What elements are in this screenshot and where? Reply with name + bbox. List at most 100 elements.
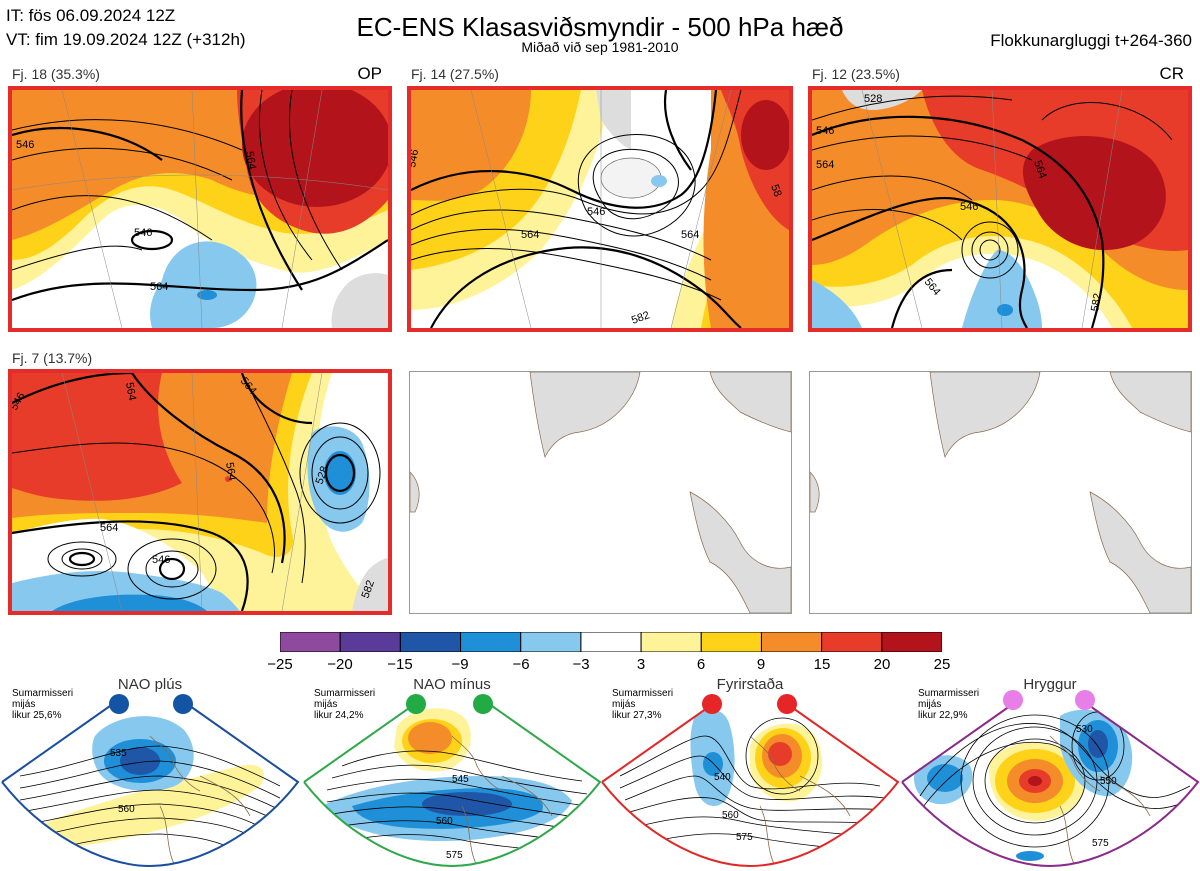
regime-probability: likur 22,9% <box>918 710 968 721</box>
cluster-map-panel[interactable]: 528 546 546 564 564 564 582 <box>808 86 1192 332</box>
panel-label: Fj. 18 (35.3%) <box>12 66 100 82</box>
regime-panel-nao-minus: 545 560 575 NAO mínus Sumarmisseri mijás… <box>302 676 602 871</box>
cluster-map: 546 546 564 564 58 582 <box>411 90 789 328</box>
regime-info: Sumarmisseri mijás likur 27,3% <box>612 688 673 721</box>
colorbar-swatch <box>339 631 401 653</box>
colorbar-tick-label: 20 <box>873 656 891 673</box>
regime-panel-nao-plus: 535 560 NAO plús Sumarmisseri mijás liku… <box>0 676 300 871</box>
contour-label: 582 <box>630 309 651 327</box>
contour-label: 564 <box>100 522 118 534</box>
colorbar-swatch <box>760 631 823 653</box>
regime-contour-label: 530 <box>1076 724 1093 735</box>
regime-season: Sumarmisseri <box>314 688 376 699</box>
colorbar-tick-label: 3 <box>636 656 646 673</box>
cluster-map: 546 546 564 564 <box>12 90 388 328</box>
cluster-map-panel[interactable]: 546 546 564 564 58 582 <box>407 86 793 332</box>
regime-map: 535 560 <box>1 705 300 868</box>
contour-label: 564 <box>243 150 258 170</box>
colorbar-swatch <box>520 631 582 653</box>
issue-time: IT: fös 06.09.2024 12Z <box>6 6 176 25</box>
colorbar-tick-label: 6 <box>696 656 706 673</box>
colorbar <box>279 631 943 653</box>
contour-label: 564 <box>223 461 238 481</box>
colorbar-tick-label: −15 <box>387 656 413 673</box>
colorbar-swatch <box>881 631 943 653</box>
regime-name: NAO plús <box>117 676 183 693</box>
panel-label: Fj. 7 (13.7%) <box>12 350 93 366</box>
page-title: EC-ENS Klasasviðsmyndir - 500 hPa hæð <box>356 12 844 42</box>
colorbar-swatch <box>460 631 522 653</box>
colorbar-tick-label: 25 <box>933 656 951 673</box>
contour-label: 546 <box>960 201 978 213</box>
colorbar-swatch <box>279 631 341 653</box>
contour-label: 564 <box>816 159 834 171</box>
regime-name: Fyrirstaða <box>716 676 784 693</box>
empty-map-panel <box>809 371 1192 614</box>
regime-contour-label: 550 <box>1100 776 1117 787</box>
regime-month: mijás <box>612 699 636 710</box>
contour-label: 528 <box>314 465 332 486</box>
colorbar-swatches <box>279 631 943 653</box>
contour-label: 564 <box>1031 159 1049 180</box>
regime-contour-label: 540 <box>714 772 731 783</box>
regime-probability: likur 24,2% <box>314 710 364 721</box>
regime-map: 530 550 575 <box>901 705 1200 868</box>
regime-border <box>1 705 300 868</box>
regime-dot <box>777 694 797 714</box>
colorbar-tick-label: 15 <box>813 656 831 673</box>
regime-info: Sumarmisseri mijás likur 24,2% <box>314 688 375 721</box>
regime-map: 540 560 575 <box>601 705 900 868</box>
panel-label: Fj. 12 (23.5%) <box>812 66 900 82</box>
colorbar-swatch <box>640 631 702 653</box>
colorbar-swatch <box>700 631 762 653</box>
regime-contour-label: 575 <box>446 850 463 861</box>
regime-name: Hryggur <box>1023 676 1077 693</box>
contour-label: 546 <box>152 554 170 566</box>
valid-time: VT: fim 19.09.2024 12Z (+312h) <box>6 30 246 49</box>
regime-info: Sumarmisseri mijás likur 25,6% <box>12 688 73 721</box>
regime-contour-label: 560 <box>722 810 739 821</box>
regime-border <box>303 705 602 868</box>
regime-contour-label: 560 <box>118 804 135 815</box>
regime-dot <box>1003 690 1023 710</box>
regime-dot <box>406 694 426 714</box>
coastline-map <box>410 372 791 613</box>
panel-tag: OP <box>357 64 382 83</box>
colorbar-tick-label: −9 <box>451 656 469 673</box>
contour-label: 528 <box>864 93 882 105</box>
contour-label: 546 <box>587 206 605 218</box>
contour-label: 582 <box>360 579 378 600</box>
regime-dot <box>109 694 129 714</box>
regime-month: mijás <box>12 699 36 710</box>
cluster-map-panel[interactable]: 564 546 564 564 546 564 582 528 <box>8 369 392 615</box>
regime-contour-label: 575 <box>736 832 753 843</box>
contour-label: 546 <box>411 148 421 168</box>
colorbar-swatch <box>580 631 642 653</box>
regime-panel-ridge: 530 550 575 Hryggur Sumarmisseri mijás l… <box>900 676 1200 871</box>
regime-contour-label: 535 <box>110 748 127 759</box>
regime-border <box>601 705 900 868</box>
regime-month: mijás <box>918 699 942 710</box>
page-subtitle: Miðað við sep 1981-2010 <box>521 39 679 55</box>
contour-label: 564 <box>150 281 168 293</box>
regime-dot <box>473 694 493 714</box>
contour-label: 564 <box>681 229 699 241</box>
regime-dot <box>702 694 722 714</box>
contour-label: 564 <box>521 229 539 241</box>
regime-panel-blocking: 540 560 575 Fyrirstaða Sumarmisseri mijá… <box>600 676 900 871</box>
colorbar-tick-label: −20 <box>327 656 353 673</box>
regime-season: Sumarmisseri <box>918 688 980 699</box>
contour-label: 58 <box>768 183 783 199</box>
colorbar-tick-label: 9 <box>756 656 766 673</box>
cluster-map: 564 546 564 564 546 564 582 528 <box>12 373 388 611</box>
contour-label: 546 <box>816 125 834 137</box>
contour-label: 564 <box>123 381 138 401</box>
contour-label: 546 <box>134 227 152 239</box>
colorbar-tick-label: −25 <box>267 656 293 673</box>
colorbar-swatch <box>399 631 462 653</box>
regime-probability: likur 25,6% <box>12 710 62 721</box>
regime-dot <box>173 694 193 714</box>
cluster-map-panel[interactable]: 546 546 564 564 <box>8 86 392 332</box>
classification-window: Flokkunargluggi t+264-360 <box>990 31 1192 50</box>
coastline-map <box>810 372 1191 613</box>
